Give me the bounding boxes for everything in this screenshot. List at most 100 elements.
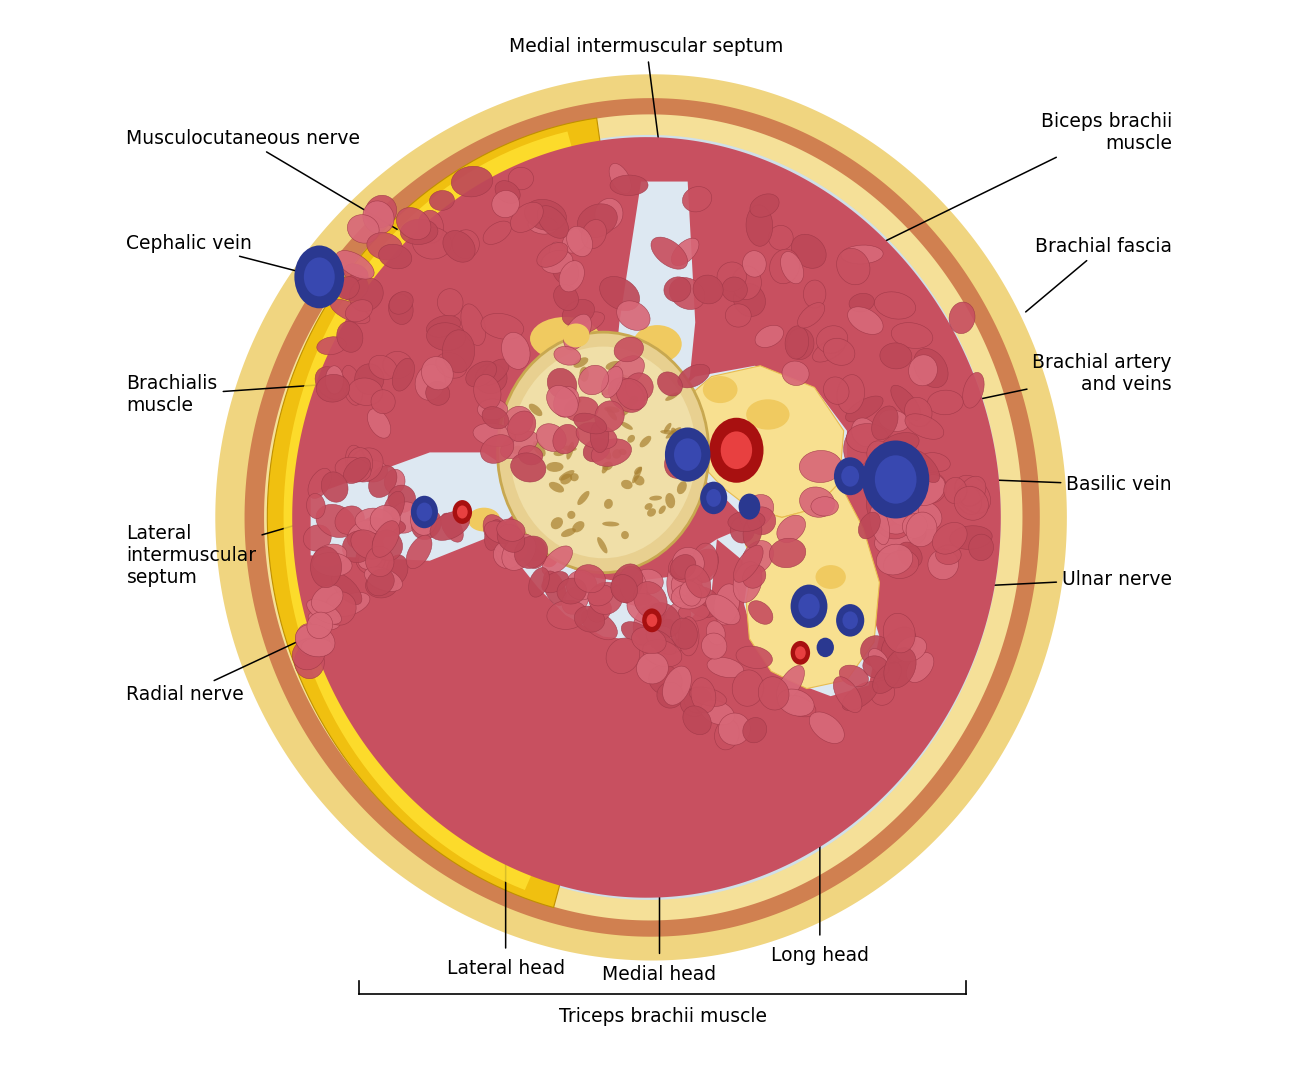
Ellipse shape xyxy=(883,613,915,653)
Text: Lateral head: Lateral head xyxy=(446,959,565,978)
Ellipse shape xyxy=(617,379,648,409)
Ellipse shape xyxy=(866,477,890,519)
Ellipse shape xyxy=(566,571,597,600)
Text: Lateral
intermuscular
septum: Lateral intermuscular septum xyxy=(127,507,357,587)
Ellipse shape xyxy=(543,571,566,605)
Ellipse shape xyxy=(671,428,676,435)
Ellipse shape xyxy=(330,299,370,323)
Ellipse shape xyxy=(425,381,450,405)
Ellipse shape xyxy=(468,507,500,531)
Ellipse shape xyxy=(622,622,653,645)
Ellipse shape xyxy=(340,276,369,301)
Ellipse shape xyxy=(595,401,625,431)
Ellipse shape xyxy=(542,546,573,575)
Ellipse shape xyxy=(680,580,701,607)
Ellipse shape xyxy=(604,499,613,509)
Ellipse shape xyxy=(721,277,747,302)
Ellipse shape xyxy=(367,568,394,596)
Ellipse shape xyxy=(600,277,640,310)
Ellipse shape xyxy=(315,367,348,400)
Ellipse shape xyxy=(862,440,930,518)
Ellipse shape xyxy=(883,550,919,578)
Ellipse shape xyxy=(678,481,687,494)
Ellipse shape xyxy=(312,585,343,613)
Ellipse shape xyxy=(679,603,710,621)
Ellipse shape xyxy=(573,357,588,368)
Ellipse shape xyxy=(336,250,374,279)
Ellipse shape xyxy=(574,413,606,433)
Ellipse shape xyxy=(498,332,709,573)
Ellipse shape xyxy=(511,346,696,559)
Ellipse shape xyxy=(905,414,944,439)
Ellipse shape xyxy=(949,302,975,333)
Ellipse shape xyxy=(643,609,662,633)
Ellipse shape xyxy=(604,406,619,413)
Ellipse shape xyxy=(781,252,804,284)
Ellipse shape xyxy=(785,326,808,359)
Ellipse shape xyxy=(846,396,883,421)
Ellipse shape xyxy=(389,292,414,315)
Ellipse shape xyxy=(944,477,967,504)
Ellipse shape xyxy=(811,497,838,516)
Ellipse shape xyxy=(870,504,890,544)
Ellipse shape xyxy=(963,372,984,408)
Ellipse shape xyxy=(954,487,988,521)
Ellipse shape xyxy=(436,353,467,378)
Ellipse shape xyxy=(582,220,606,248)
Ellipse shape xyxy=(512,445,522,454)
Ellipse shape xyxy=(358,517,387,547)
Ellipse shape xyxy=(369,355,397,379)
Ellipse shape xyxy=(791,234,826,268)
Ellipse shape xyxy=(896,636,927,662)
Ellipse shape xyxy=(670,461,688,473)
Ellipse shape xyxy=(502,534,537,571)
Ellipse shape xyxy=(663,423,671,432)
Ellipse shape xyxy=(561,528,575,537)
Ellipse shape xyxy=(557,578,587,604)
Ellipse shape xyxy=(871,406,899,440)
Ellipse shape xyxy=(347,448,372,479)
Ellipse shape xyxy=(768,225,793,250)
Ellipse shape xyxy=(453,230,480,258)
Ellipse shape xyxy=(473,375,500,409)
Ellipse shape xyxy=(843,427,870,467)
Ellipse shape xyxy=(750,194,780,217)
Polygon shape xyxy=(310,452,516,561)
Ellipse shape xyxy=(824,339,855,365)
Ellipse shape xyxy=(882,480,912,514)
Ellipse shape xyxy=(511,453,546,482)
Ellipse shape xyxy=(367,408,390,438)
Ellipse shape xyxy=(869,649,890,675)
Ellipse shape xyxy=(588,583,622,614)
Ellipse shape xyxy=(365,567,402,591)
Ellipse shape xyxy=(562,445,577,451)
Ellipse shape xyxy=(564,314,591,350)
Ellipse shape xyxy=(335,506,365,535)
Ellipse shape xyxy=(484,515,513,553)
Ellipse shape xyxy=(383,491,405,525)
Ellipse shape xyxy=(769,249,799,284)
Ellipse shape xyxy=(636,652,668,684)
Ellipse shape xyxy=(508,411,535,441)
Ellipse shape xyxy=(646,625,672,647)
Ellipse shape xyxy=(365,195,397,228)
Polygon shape xyxy=(244,98,1040,937)
Ellipse shape xyxy=(601,387,619,395)
Ellipse shape xyxy=(551,517,562,529)
Ellipse shape xyxy=(862,656,890,678)
Ellipse shape xyxy=(646,614,657,627)
Ellipse shape xyxy=(632,467,643,484)
Ellipse shape xyxy=(504,406,533,435)
Ellipse shape xyxy=(837,604,864,637)
Ellipse shape xyxy=(372,530,402,561)
Ellipse shape xyxy=(706,489,721,506)
Ellipse shape xyxy=(356,543,385,574)
Ellipse shape xyxy=(416,502,432,522)
Ellipse shape xyxy=(891,386,921,420)
Ellipse shape xyxy=(295,245,344,308)
Polygon shape xyxy=(264,114,1023,920)
Ellipse shape xyxy=(749,601,773,624)
Ellipse shape xyxy=(657,372,683,396)
Ellipse shape xyxy=(683,186,711,212)
Ellipse shape xyxy=(515,536,548,568)
